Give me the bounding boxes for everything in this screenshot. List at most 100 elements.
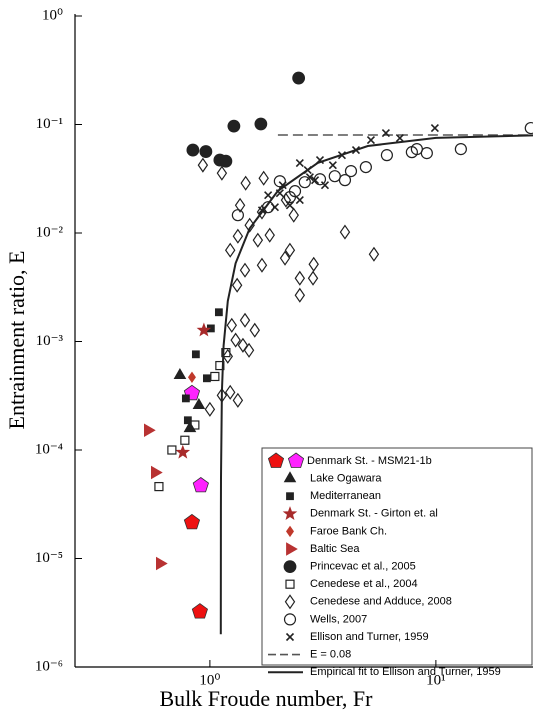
marker-triangle bbox=[283, 471, 297, 483]
marker-square bbox=[202, 374, 211, 383]
marker-circle bbox=[219, 154, 233, 168]
marker-pentagon bbox=[191, 603, 208, 619]
marker-circle bbox=[344, 164, 358, 178]
marker-triangle bbox=[192, 397, 206, 409]
marker-x bbox=[430, 124, 439, 133]
marker-square bbox=[154, 481, 164, 492]
marker-diamond bbox=[239, 312, 251, 328]
marker-star bbox=[196, 322, 212, 337]
marker-diamond bbox=[226, 317, 238, 333]
marker-circle bbox=[405, 146, 418, 159]
legend-label: Denmark St. - MSM21-1b bbox=[307, 455, 432, 467]
y-tick-label: 10⁻⁴ bbox=[35, 441, 63, 457]
marker-circle bbox=[338, 174, 352, 187]
marker-star bbox=[175, 444, 191, 459]
marker-diamond bbox=[239, 262, 251, 278]
legend-label: Lake Ogawara bbox=[310, 473, 382, 485]
marker-x bbox=[275, 189, 284, 198]
legend-label: E = 0.08 bbox=[310, 649, 351, 661]
legend-label: Princevac et al., 2005 bbox=[310, 561, 416, 573]
marker-circle bbox=[199, 145, 213, 158]
marker-triangle-right bbox=[151, 465, 163, 480]
marker-diamond bbox=[187, 371, 196, 383]
marker-circle bbox=[186, 143, 200, 157]
marker-diamond bbox=[224, 242, 236, 258]
marker-circle bbox=[420, 147, 433, 160]
marker-diamond bbox=[307, 270, 319, 286]
marker-diamond bbox=[240, 175, 251, 191]
marker-x bbox=[381, 129, 390, 138]
marker-diamond bbox=[232, 228, 244, 244]
marker-star bbox=[282, 506, 298, 521]
marker-diamond bbox=[197, 157, 209, 173]
marker-square bbox=[210, 371, 220, 382]
legend-label: Baltic Sea bbox=[310, 543, 360, 555]
legend-label: Empirical fit to Ellison and Turner, 195… bbox=[310, 666, 501, 678]
marker-diamond bbox=[279, 250, 291, 266]
marker-diamond bbox=[216, 165, 228, 181]
marker-square bbox=[214, 308, 223, 317]
marker-square bbox=[180, 435, 190, 445]
x-tick-label: 10¹ bbox=[426, 672, 446, 688]
marker-diamond bbox=[256, 257, 268, 273]
marker-diamond bbox=[368, 246, 380, 262]
marker-circle bbox=[298, 176, 311, 189]
marker-circle bbox=[380, 149, 393, 162]
legend-label: Ellison and Turner, 1959 bbox=[310, 631, 429, 643]
legend-label: Wells, 2007 bbox=[310, 613, 367, 625]
x-tick-label: 10⁰ bbox=[199, 672, 220, 688]
marker-x bbox=[366, 136, 376, 145]
marker-diamond bbox=[256, 204, 268, 220]
marker-circle bbox=[359, 160, 372, 174]
y-axis-title: Entrainment ratio, E bbox=[4, 251, 29, 430]
marker-x bbox=[264, 191, 273, 200]
marker-diamond bbox=[252, 232, 264, 248]
marker-square bbox=[286, 492, 294, 501]
marker-diamond bbox=[244, 217, 255, 233]
y-tick-label: 10⁻³ bbox=[36, 333, 64, 349]
marker-diamond bbox=[231, 277, 243, 293]
marker-circle bbox=[292, 71, 306, 85]
marker-x bbox=[270, 203, 279, 212]
marker-diamond bbox=[284, 594, 296, 610]
marker-circle bbox=[454, 143, 467, 156]
y-tick-label: 10⁻⁵ bbox=[35, 550, 63, 566]
marker-triangle-right bbox=[156, 556, 168, 571]
marker-square bbox=[167, 445, 177, 455]
legend-label: Mediterranean bbox=[310, 490, 381, 502]
marker-diamond bbox=[308, 256, 319, 272]
marker-circle bbox=[262, 201, 275, 214]
legend-label: Cenedese et al., 2004 bbox=[310, 578, 418, 590]
marker-diamond bbox=[243, 342, 255, 358]
marker-diamond bbox=[224, 384, 236, 400]
marker-x bbox=[351, 146, 361, 155]
marker-circle bbox=[524, 121, 533, 135]
y-tick-label: 10⁻⁶ bbox=[35, 658, 63, 674]
marker-circle bbox=[283, 191, 297, 204]
marker-diamond bbox=[339, 224, 351, 240]
legend-label: Faroe Bank Ch. bbox=[310, 525, 387, 537]
marker-diamond bbox=[234, 197, 246, 213]
marker-triangle-right bbox=[144, 423, 156, 437]
marker-square bbox=[190, 420, 200, 430]
marker-x bbox=[285, 632, 295, 642]
y-tick-label: 10⁰ bbox=[42, 7, 63, 23]
marker-circle bbox=[328, 170, 341, 183]
marker-diamond bbox=[264, 227, 275, 243]
marker-diamond bbox=[288, 207, 299, 223]
marker-diamond bbox=[280, 192, 292, 208]
marker-circle bbox=[283, 613, 297, 626]
marker-circle bbox=[231, 209, 244, 222]
marker-square bbox=[285, 579, 295, 589]
marker-circle bbox=[283, 560, 297, 573]
legend-label: Cenedese and Adduce, 2008 bbox=[310, 596, 452, 608]
marker-x bbox=[395, 134, 404, 143]
marker-x bbox=[257, 206, 267, 215]
marker-square bbox=[181, 394, 190, 403]
marker-diamond bbox=[294, 270, 306, 286]
marker-circle bbox=[273, 175, 286, 188]
marker-diamond bbox=[249, 322, 261, 338]
y-tick-label: 10⁻² bbox=[36, 224, 64, 240]
